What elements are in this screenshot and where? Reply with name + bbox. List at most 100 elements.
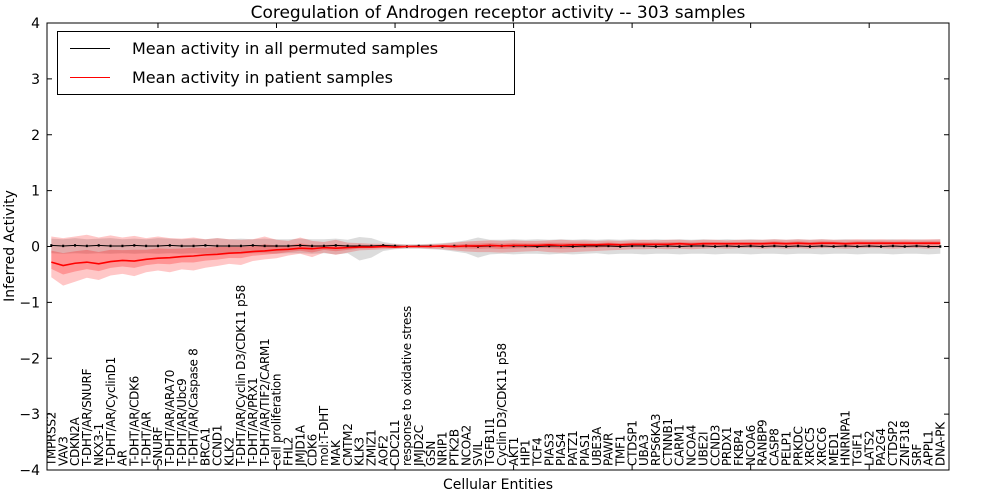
x-tick-label: BRCA1 bbox=[199, 427, 213, 466]
x-tick-label: HIP1 bbox=[519, 440, 533, 466]
x-tick-label: SRF bbox=[910, 444, 924, 466]
x-tick-label: T-DHT/AR/CyclinD1 bbox=[104, 357, 118, 467]
x-tick-label: SNURF bbox=[151, 426, 165, 466]
legend: Mean activity in all permuted samples Me… bbox=[57, 31, 515, 95]
legend-entry-permuted: Mean activity in all permuted samples bbox=[70, 39, 514, 59]
legend-label: Mean activity in all permuted samples bbox=[132, 38, 439, 58]
y-axis-label: Inferred Activity bbox=[2, 190, 18, 302]
x-tick-label: mol:T-DHT bbox=[317, 405, 331, 466]
y-axis-ticks: 4 3 2 1 0 −1 −2 −3 −4 bbox=[19, 16, 949, 479]
x-tick-label: ZNF318 bbox=[898, 421, 912, 466]
x-tick-label: T-DHT/AR/SNURF bbox=[80, 368, 94, 467]
x-tick-label: CTDSP1 bbox=[625, 420, 639, 466]
x-tick-label: LATS2 bbox=[862, 431, 876, 466]
legend-entry-patient: Mean activity in patient samples bbox=[70, 68, 514, 88]
x-tick-label: JMJD1A bbox=[293, 424, 307, 467]
x-tick-label: MAK bbox=[329, 439, 343, 466]
x-tick-label: APPL1 bbox=[922, 430, 936, 466]
x-tick-label: XRCC5 bbox=[803, 427, 817, 466]
x-tick-label: KLK2 bbox=[222, 437, 236, 466]
x-tick-label: AOF2 bbox=[376, 435, 390, 466]
x-tick-label: GSN bbox=[424, 441, 438, 466]
x-tick-label: NRIP1 bbox=[436, 432, 450, 466]
x-tick-label: NKX3-1 bbox=[92, 423, 106, 466]
x-tick-label: T-DHT/AR/PRX1 bbox=[246, 378, 260, 467]
x-tick-label: UBA3 bbox=[637, 434, 651, 466]
x-tick-label: T-DHT/AR/Ubc9 bbox=[175, 378, 189, 467]
x-tick-label: response to oxidative stress bbox=[400, 306, 414, 466]
x-tick-label: SVIL bbox=[471, 441, 485, 466]
x-tick-label: UBE2I bbox=[696, 432, 710, 466]
x-tick-label: T-DHT/AR/Caspase 8 bbox=[187, 349, 201, 467]
x-tick-label: PA2G4 bbox=[874, 428, 888, 466]
x-tick-label: MED1 bbox=[827, 432, 841, 466]
x-tick-label: PIAS3 bbox=[542, 433, 556, 466]
x-tick-label: AKT1 bbox=[507, 437, 521, 466]
x-tick-label: HNRNPA1 bbox=[839, 410, 853, 466]
x-tick-label: PELP1 bbox=[779, 431, 793, 466]
x-tick-label: PAWR bbox=[602, 433, 616, 466]
x-tick-label: NCOA6 bbox=[744, 425, 758, 466]
x-tick-label: CMTM2 bbox=[341, 423, 355, 466]
x-tick-label: TGFB1I1 bbox=[483, 418, 497, 467]
x-tick-label: TMPRSS2 bbox=[45, 412, 59, 467]
y-tick-label: 3 bbox=[31, 72, 40, 88]
permuted-band bbox=[51, 237, 941, 261]
permuted-line-swatch bbox=[70, 48, 110, 49]
x-tick-label: ZMIZ1 bbox=[365, 430, 379, 466]
x-tick-label: TGIF1 bbox=[851, 433, 865, 467]
legend-label: Mean activity in patient samples bbox=[132, 67, 393, 87]
x-tick-label: CDK6 bbox=[305, 434, 319, 466]
x-tick-label: T-DHT/AR/Cyclin D3/CDK11 p58 bbox=[234, 285, 248, 467]
x-tick-label: PIAS4 bbox=[554, 433, 568, 466]
x-axis-label: Cellular Entities bbox=[442, 477, 554, 493]
x-tick-label: PRKDC bbox=[791, 426, 805, 466]
y-tick-label: 0 bbox=[31, 240, 40, 256]
x-tick-label: TMF1 bbox=[613, 435, 627, 467]
y-tick-label: −4 bbox=[19, 463, 40, 479]
patient-mean-line bbox=[51, 242, 941, 267]
x-tick-label: PTK2B bbox=[448, 429, 462, 466]
x-tick-label: NCOA2 bbox=[459, 425, 473, 466]
x-tick-label: RANBP9 bbox=[756, 420, 770, 466]
x-tick-label: TCF4 bbox=[530, 438, 544, 467]
x-tick-label: CCND1 bbox=[210, 425, 224, 466]
y-tick-label: −2 bbox=[19, 351, 40, 367]
x-tick-label: PATZ1 bbox=[566, 431, 580, 466]
x-tick-label: AR bbox=[116, 450, 130, 466]
x-tick-label: CCND3 bbox=[708, 425, 722, 466]
x-tick-label: JMJD2C bbox=[412, 425, 426, 467]
x-tick-label: FKBP4 bbox=[732, 430, 746, 466]
x-tick-label: RPS6KA3 bbox=[649, 414, 663, 466]
x-axis-ticks bbox=[157, 23, 870, 470]
x-tick-label: CTNNB1 bbox=[661, 418, 675, 466]
x-tick-label: T-DHT/AR/ARA70 bbox=[163, 370, 177, 467]
y-tick-label: 4 bbox=[31, 16, 40, 32]
x-tick-label: FHL2 bbox=[282, 437, 296, 466]
patient-line-swatch bbox=[70, 77, 110, 78]
x-tick-label: T-DHT/AR bbox=[139, 412, 153, 467]
chart-title: Coregulation of Androgen receptor activi… bbox=[250, 3, 746, 23]
x-tick-label: VAV3 bbox=[56, 436, 70, 466]
x-tick-label: Cyclin D3/CDK11 p58 bbox=[495, 343, 509, 466]
x-tick-label: cell proliferation bbox=[270, 374, 284, 466]
x-tick-label: CASP8 bbox=[768, 428, 782, 466]
x-tick-label: XRCC6 bbox=[815, 427, 829, 466]
y-tick-label: −3 bbox=[19, 407, 40, 423]
y-tick-label: −1 bbox=[19, 295, 40, 311]
x-tick-label: DNA-PK bbox=[934, 421, 948, 466]
x-tick-label: NCOA4 bbox=[685, 425, 699, 466]
x-tick-label: CDC2L1 bbox=[388, 420, 402, 466]
x-tick-label: CDKN2A bbox=[68, 416, 82, 466]
x-tick-label: PRDX1 bbox=[720, 427, 734, 466]
x-tick-label: KLK3 bbox=[353, 437, 367, 466]
x-category-labels: TMPRSS2VAV3CDKN2AT-DHT/AR/SNURFNKX3-1T-D… bbox=[45, 285, 948, 467]
patient-band-outer bbox=[51, 234, 941, 286]
x-tick-label: T-DHT/AR/TIF2/CARM1 bbox=[258, 339, 272, 467]
x-tick-label: PIAS1 bbox=[578, 433, 592, 466]
y-tick-label: 2 bbox=[31, 128, 40, 144]
x-tick-label: CARM1 bbox=[673, 425, 687, 466]
x-tick-label: T-DHT/AR/CDK6 bbox=[127, 376, 141, 467]
